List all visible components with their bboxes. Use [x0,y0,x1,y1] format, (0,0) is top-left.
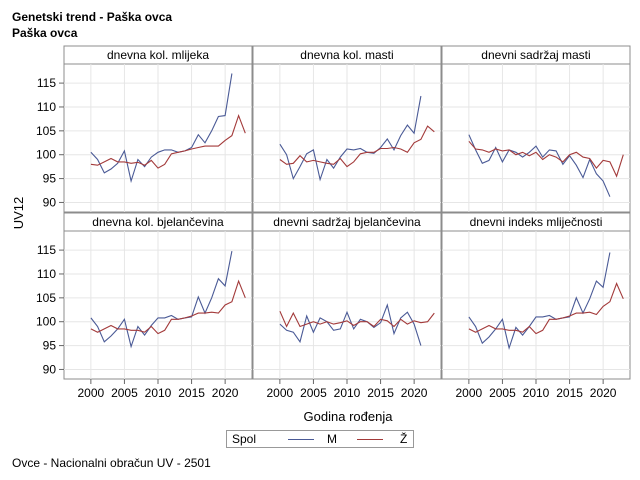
y-tick-label: 95 [43,172,57,186]
y-tick-label: 110 [37,100,56,114]
x-tick-label: 2000 [456,386,483,400]
y-tick-label: 105 [36,124,56,138]
series-line-z-dnevna-kol-mlijeka [90,113,246,169]
legend-label-z: Ž [400,432,408,446]
legend-label-m: M [327,432,337,446]
panel-title-dnevna-kol-masti: dnevna kol. masti [300,48,393,62]
x-tick-label: 2005 [111,386,138,400]
y-tick-label: 105 [36,291,56,305]
series-line-m-dnevna-kol-bjelancevina [90,250,233,349]
legend-swatch-z [357,439,383,440]
chart-title: Genetski trend - Paška ovca [12,10,173,24]
footnote: Ovce - Nacionalni obračun UV - 2501 [12,456,211,470]
x-tick-label: 2010 [145,386,172,400]
y-tick-label: 100 [36,148,56,162]
x-axis-title: Godina rođenja [304,409,394,424]
y-tick-label: 115 [37,76,56,90]
x-tick-label: 2005 [300,386,327,400]
y-tick-label: 115 [37,243,56,257]
series-line-m-dnevni-indeks-mlijecnosti [468,252,611,351]
x-tick-label: 2000 [267,386,294,400]
x-tick-label: 2015 [556,386,583,400]
series-line-m-dnevna-kol-mlijeka [90,73,233,184]
series-line-z-dnevna-kol-bjelancevina [90,279,246,335]
x-tick-label: 2000 [78,386,105,400]
series-line-z-dnevni-sadrzaj-bjelancevina [279,310,435,328]
panel-title-dnevna-kol-mlijeka: dnevna kol. mlijeka [107,48,209,62]
y-axis-title: UV12 [11,197,26,230]
x-tick-label: 2015 [367,386,394,400]
y-tick-label: 110 [37,267,56,281]
x-tick-label: 2005 [489,386,516,400]
x-tick-label: 2020 [212,386,239,400]
series-line-m-dnevna-kol-masti [279,95,422,182]
y-tick-label: 90 [43,195,57,209]
series-line-m-dnevni-sadrzaj-bjelancevina [279,303,422,346]
panel-title-dnevni-indeks-mlijecnosti: dnevni indeks mliječnosti [470,215,603,229]
series-line-m-dnevni-sadrzaj-masti [468,134,611,197]
series-line-z-dnevna-kol-masti [279,125,435,168]
x-tick-label: 2010 [334,386,361,400]
y-tick-label: 90 [43,362,57,376]
x-tick-label: 2020 [401,386,428,400]
series-line-z-dnevni-sadrzaj-masti [468,140,624,178]
legend: Spol M Ž [226,430,414,448]
x-tick-label: 2015 [178,386,205,400]
legend-swatch-m [288,439,314,440]
y-tick-label: 100 [36,315,56,329]
panel-title-dnevni-sadrzaj-masti: dnevni sadržaj masti [481,48,590,62]
legend-title: Spol [232,432,257,446]
y-tick-label: 95 [43,339,57,353]
series-line-z-dnevni-indeks-mlijecnosti [468,282,624,335]
panel-title-dnevna-kol-bjelancevina: dnevna kol. bjelančevina [92,215,224,229]
x-tick-label: 2010 [523,386,550,400]
chart-subtitle: Paška ovca [12,26,78,40]
x-tick-label: 2020 [590,386,617,400]
panel-title-dnevni-sadrzaj-bjelancevina: dnevni sadržaj bjelančevina [273,215,421,229]
